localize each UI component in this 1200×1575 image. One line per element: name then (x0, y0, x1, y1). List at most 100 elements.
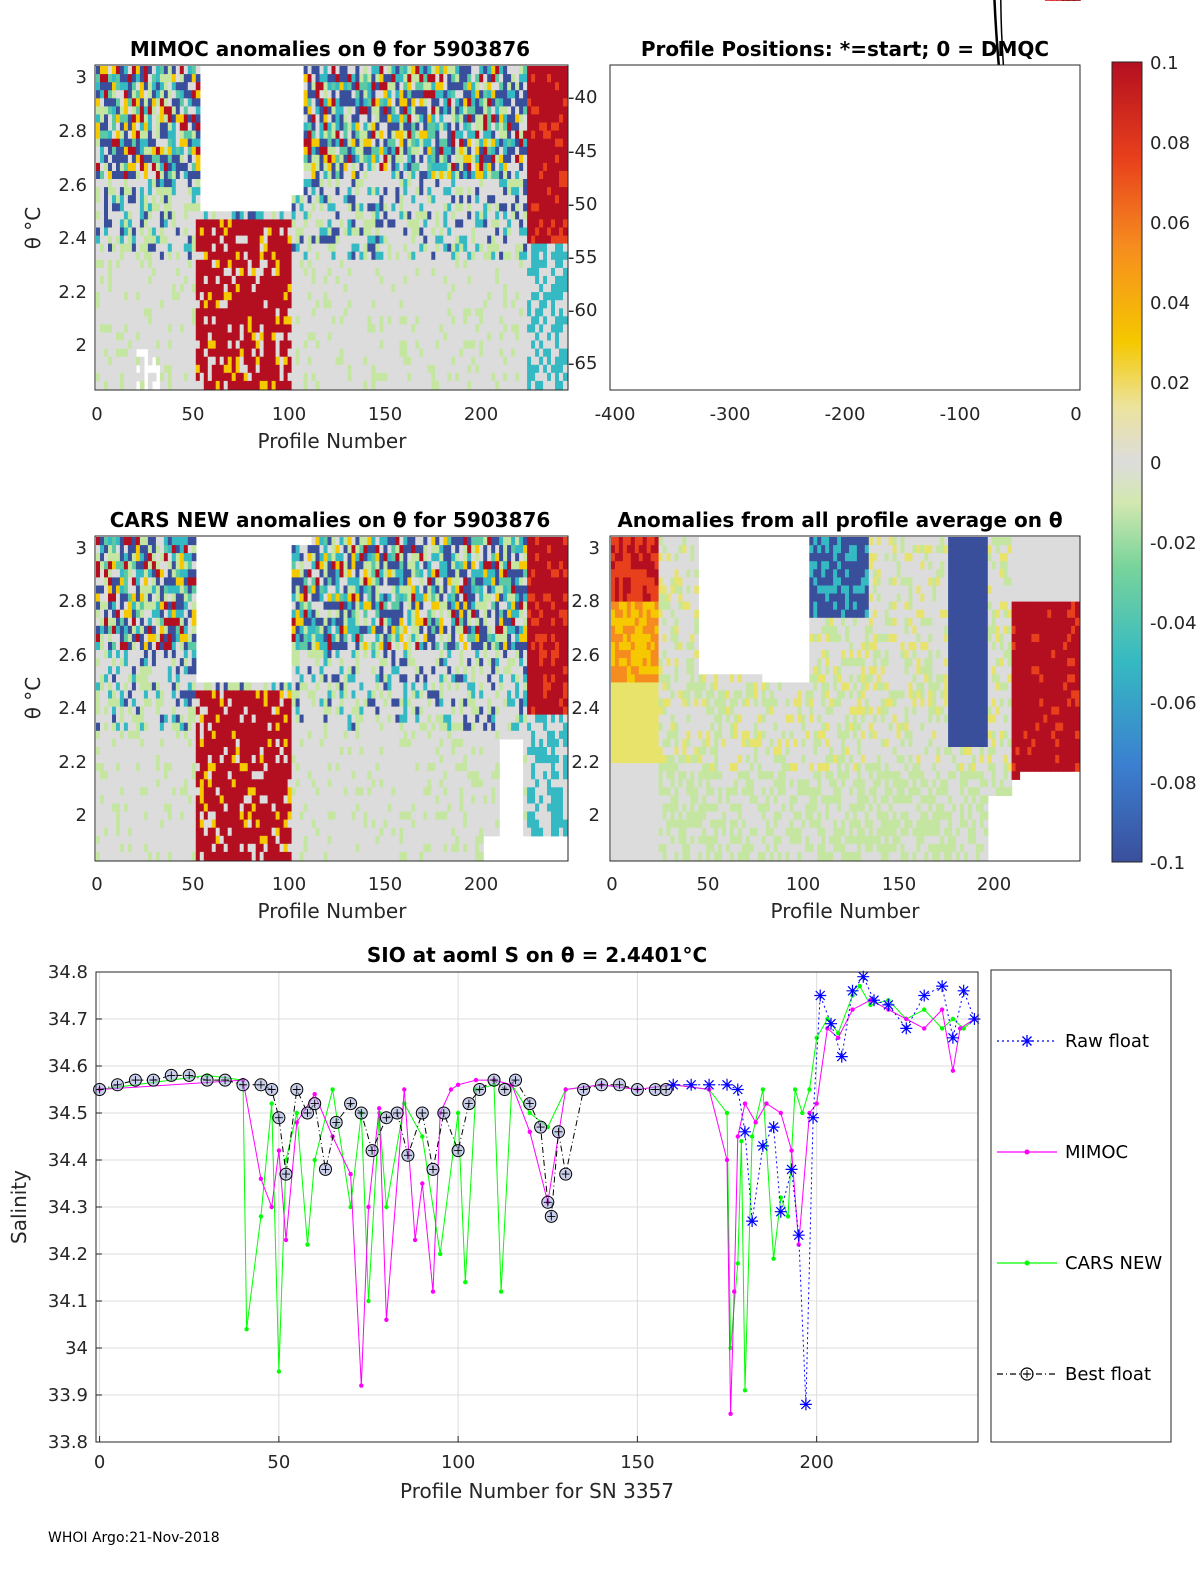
heat-cell (231, 364, 237, 374)
heat-cell (339, 332, 345, 342)
heat-cell (108, 267, 113, 277)
heat-cell (391, 259, 396, 269)
heat-cell (143, 666, 149, 675)
heat-cell (359, 324, 364, 334)
heat-cell (323, 187, 329, 196)
heat-cell (315, 227, 321, 237)
heat-cell (147, 642, 153, 651)
heat-cell (491, 340, 496, 350)
heat-cell (179, 106, 185, 116)
heat-cell (363, 74, 368, 83)
heat-cell (96, 763, 101, 772)
heat-cell (116, 706, 121, 716)
heat-cell (527, 122, 532, 132)
heat-cell (343, 195, 349, 204)
heat-cell (523, 114, 528, 124)
heat-cell (291, 284, 297, 293)
heat-cell (108, 227, 113, 237)
heat-cell (151, 243, 157, 253)
heat-cell (563, 154, 568, 164)
heat-cell (335, 179, 341, 188)
heat-cell (535, 267, 540, 277)
heat-cell (323, 348, 329, 358)
heat-cell (535, 179, 540, 188)
heat-cell (427, 66, 432, 75)
heat-cell (559, 251, 564, 261)
heat-cell (259, 372, 265, 382)
heat-cell (443, 122, 448, 132)
heat-cell (239, 219, 245, 229)
heat-cell (100, 195, 105, 204)
heat-cell (131, 763, 137, 772)
heat-cell (223, 332, 229, 342)
heat-cell (195, 227, 201, 237)
heat-cell (283, 372, 289, 382)
tick: 2 (76, 335, 87, 356)
heat-cell (167, 308, 173, 317)
heat-cell (467, 275, 472, 285)
heat-cell (403, 316, 408, 325)
heat-cell (223, 243, 229, 253)
heat-cell (531, 340, 536, 350)
heat-cell (311, 82, 317, 91)
heat-cell (431, 235, 436, 245)
heat-cell (116, 545, 121, 554)
heat-cell (175, 114, 181, 124)
heat-cell (447, 292, 452, 301)
heat-cell (323, 66, 329, 75)
heat-cell (383, 308, 388, 317)
heat-cell (116, 82, 121, 91)
heat-cell (519, 130, 524, 140)
heat-cell (539, 114, 544, 124)
panel-cars: CARS NEW anomalies on θ for 5903876 0 50… (21, 508, 569, 923)
heat-cell (227, 332, 233, 342)
heat-cell (291, 211, 297, 220)
heat-cell (131, 577, 137, 587)
heat-cell (135, 292, 141, 301)
heat-cell (459, 130, 464, 140)
heat-cell (263, 300, 269, 309)
heat-cell (116, 259, 121, 269)
heat-cell (543, 348, 548, 358)
heat-cell (291, 251, 297, 261)
heat-cell (279, 219, 285, 229)
heat-cell (471, 380, 476, 390)
heat-cell (539, 364, 544, 374)
heat-cell (331, 154, 337, 164)
heat-cell (359, 284, 364, 293)
heat-cell (147, 706, 153, 716)
heat-cell (467, 372, 472, 382)
heat-cell (108, 316, 113, 325)
heat-cell (555, 356, 560, 366)
heat-cell (307, 235, 313, 245)
heat-cell (551, 316, 556, 325)
heat-cell (379, 66, 384, 75)
heat-cell (315, 162, 321, 172)
heat-cell (175, 146, 181, 156)
heat-cell (291, 340, 297, 350)
heat-cell (431, 380, 436, 390)
heat-cell (439, 82, 444, 91)
heat-cell (139, 106, 145, 116)
heat-cell (155, 585, 161, 595)
heat-cell (399, 332, 404, 342)
heat-cell (139, 243, 145, 253)
heat-cell (151, 553, 157, 562)
heat-cell (471, 356, 476, 366)
heat-cell (483, 332, 488, 342)
heat-cell (151, 348, 157, 358)
heat-cell (479, 114, 484, 124)
heat-cell (104, 82, 109, 91)
heat-cell (315, 179, 321, 188)
heat-cell (531, 235, 536, 245)
heat-cell (235, 235, 241, 245)
heat-cell (351, 259, 357, 269)
heat-cell (175, 259, 181, 269)
heat-cell (112, 843, 117, 853)
heat-cell (104, 332, 109, 342)
heat-cell (191, 292, 197, 301)
heat-cell (551, 332, 556, 342)
heat-cell (131, 747, 137, 756)
heat-cell (163, 66, 169, 75)
heat-cell (339, 211, 345, 220)
